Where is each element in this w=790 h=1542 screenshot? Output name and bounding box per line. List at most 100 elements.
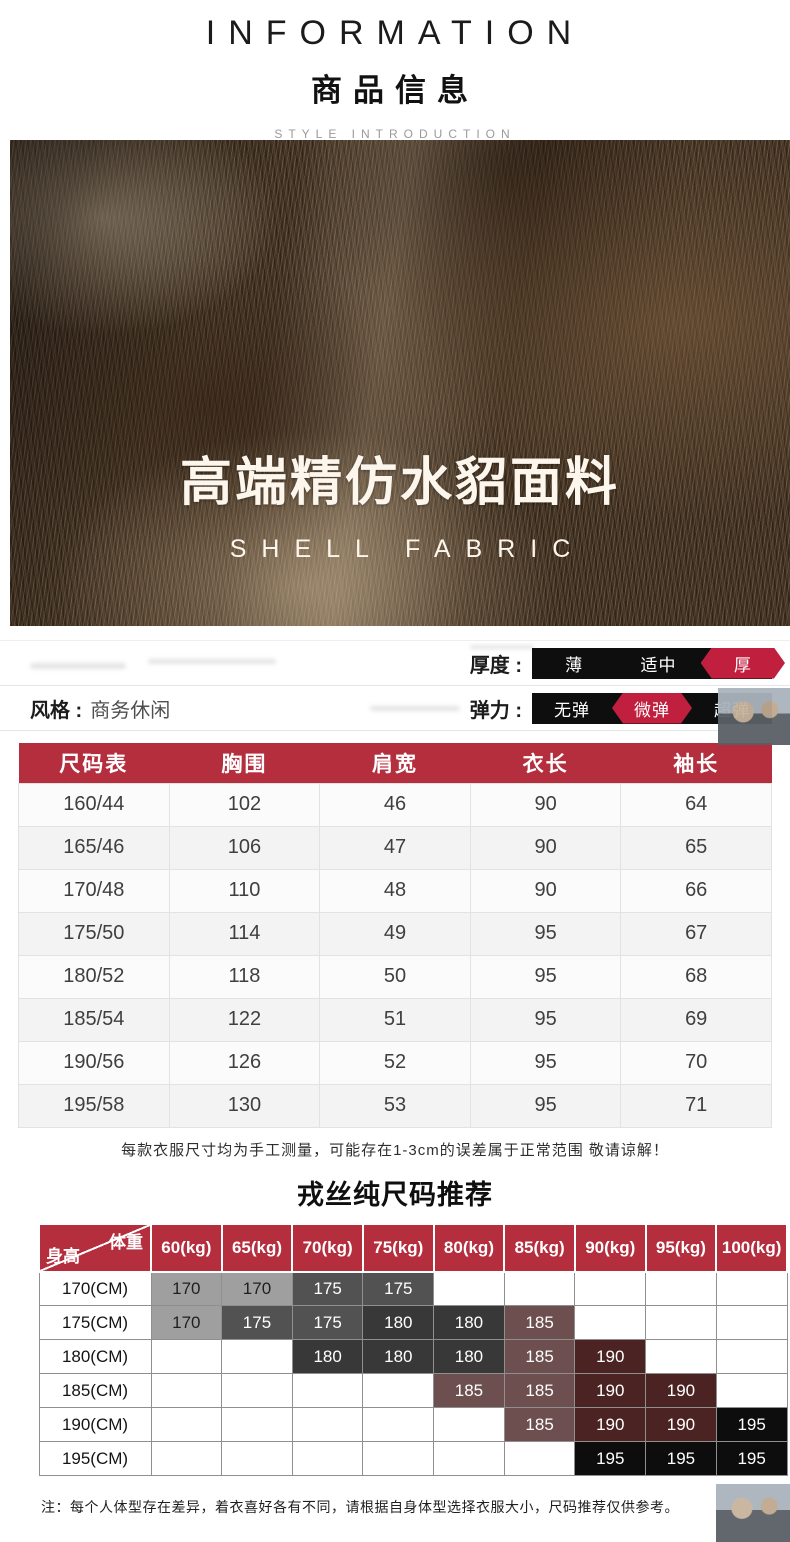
size-cell: 175/50 [18, 911, 170, 956]
size-cell: 49 [319, 911, 471, 956]
thickness-label: 厚度 : [469, 654, 522, 677]
size-cell: 69 [620, 997, 772, 1042]
matrix-size-cell: 185 [503, 1407, 576, 1442]
matrix-empty-cell [150, 1373, 223, 1408]
diagonal-divider [40, 1224, 150, 1271]
size-cell: 185/54 [18, 997, 170, 1042]
size-cell: 65 [620, 825, 772, 870]
size-cell: 90 [469, 782, 622, 827]
matrix-empty-cell [150, 1407, 223, 1442]
size-table-row: 195/58 130 53 95 71 [18, 1083, 772, 1128]
size-table-row: 175/50 114 49 95 67 [18, 911, 772, 956]
matrix-size-cell: 185 [433, 1373, 505, 1408]
photo-watermark [718, 688, 790, 745]
weight-col-header: 90(kg) [573, 1222, 647, 1273]
scale-option-厚: 厚 [701, 648, 785, 679]
matrix-size-cell: 195 [715, 1407, 788, 1442]
size-cell: 70 [620, 1040, 772, 1085]
erased-text-smudge [30, 663, 126, 669]
matrix-size-cell: 190 [574, 1373, 647, 1408]
size-chart-body: 160/44 102 46 90 64 165/46 106 47 90 65 170/48 110 4… [18, 782, 772, 1128]
weight-col-header: 80(kg) [432, 1222, 506, 1273]
height-row-label: 180(CM) [38, 1339, 152, 1374]
header-subtitle: STYLE INTRODUCTION [274, 127, 516, 141]
weight-col-header: 95(kg) [644, 1222, 718, 1273]
matrix-empty-cell [715, 1373, 788, 1408]
matrix-row: 190(CM) 185 190 190 195 [38, 1407, 788, 1442]
matrix-empty-cell [150, 1441, 223, 1476]
photo-watermark [716, 1484, 790, 1542]
matrix-empty-cell [221, 1441, 293, 1476]
size-cell: 53 [319, 1083, 471, 1128]
size-cell: 122 [168, 997, 321, 1042]
matrix-empty-cell [433, 1407, 505, 1442]
size-recommend-matrix: 体重 身高 60(kg) 65(kg) 70(kg) 75(kg) 80(kg) 85(kg)… [38, 1222, 788, 1476]
size-cell: 64 [620, 782, 772, 827]
matrix-body: 170(CM) 170 170 175 175 175(CM) 170 175 175 180 18… [38, 1271, 788, 1476]
scale-option-微弹: 微弹 [612, 693, 692, 724]
size-table-row: 185/54 122 51 95 69 [18, 997, 772, 1042]
matrix-size-cell: 190 [645, 1407, 717, 1442]
matrix-empty-cell [291, 1441, 364, 1476]
matrix-size-cell: 170 [150, 1271, 223, 1306]
size-table-row: 170/48 110 48 90 66 [18, 868, 772, 913]
erased-text-smudge [470, 645, 534, 649]
size-cell: 90 [469, 825, 622, 870]
size-cell: 170/48 [18, 868, 170, 913]
size-cell: 180/52 [18, 954, 170, 999]
size-cell: 130 [168, 1083, 321, 1128]
matrix-empty-cell [221, 1339, 293, 1374]
height-row-label: 190(CM) [38, 1407, 152, 1442]
matrix-size-cell: 180 [433, 1305, 505, 1340]
matrix-empty-cell [645, 1305, 717, 1340]
size-cell: 95 [469, 1040, 622, 1085]
fabric-subheadline: SHELL FABRIC [229, 535, 586, 563]
matrix-size-cell: 180 [362, 1305, 435, 1340]
style-value: 商务休闲 [90, 699, 171, 722]
size-cell: 195/58 [18, 1083, 170, 1128]
erased-text-smudge [370, 706, 460, 711]
size-table-row: 190/56 126 52 95 70 [18, 1040, 772, 1085]
size-chart-header: 尺码表 胸围 肩宽 衣长 袖长 [18, 743, 772, 783]
size-cell: 102 [168, 782, 321, 827]
matrix-empty-cell [715, 1271, 788, 1306]
matrix-size-cell: 195 [715, 1441, 788, 1476]
matrix-size-cell: 170 [221, 1271, 293, 1306]
matrix-empty-cell [362, 1407, 435, 1442]
matrix-size-cell: 190 [574, 1407, 647, 1442]
size-col-header: 袖长 [620, 743, 772, 783]
weight-col-header: 60(kg) [150, 1222, 223, 1273]
matrix-empty-cell [291, 1407, 364, 1442]
size-cell: 110 [168, 868, 321, 913]
matrix-size-cell: 190 [574, 1339, 647, 1374]
matrix-empty-cell [362, 1441, 435, 1476]
size-table-row: 180/52 118 50 95 68 [18, 954, 772, 999]
size-col-header: 肩宽 [319, 743, 471, 783]
matrix-empty-cell [221, 1407, 293, 1442]
matrix-corner-cell: 体重 身高 [38, 1222, 152, 1273]
fabric-hero-caption: 高端精仿水貂面料 SHELL FABRIC [10, 440, 790, 564]
size-chart-table: 尺码表 胸围 肩宽 衣长 袖长 160/44 102 46 90 64 165/46 106 47 90… [18, 743, 772, 1128]
matrix-empty-cell [291, 1373, 364, 1408]
matrix-size-cell: 195 [574, 1441, 647, 1476]
size-cell: 165/46 [18, 825, 170, 870]
size-cell: 118 [168, 954, 321, 999]
elastic-label: 弹力 : [469, 699, 522, 722]
thickness-scale-bar: 薄适中厚 [532, 647, 772, 679]
style-field: 风格 : 商务休闲 [30, 686, 460, 730]
size-cell: 47 [319, 825, 471, 870]
size-cell: 66 [620, 868, 772, 913]
size-col-header: 胸围 [169, 743, 320, 783]
size-cell: 95 [469, 911, 622, 956]
matrix-empty-cell [503, 1271, 576, 1306]
size-cell: 46 [319, 782, 471, 827]
bottom-note: 注：每个人体型存在差异，着衣喜好各有不同，请根据自身体型选择衣服大小，尺码推荐仅… [41, 1499, 679, 1515]
matrix-empty-cell [433, 1271, 505, 1306]
style-elastic-row: 风格 : 商务休闲 弹力 : 无弹微弹超弹 [0, 686, 790, 731]
matrix-row: 175(CM) 170 175 175 180 180 185 [38, 1305, 788, 1340]
height-row-label: 175(CM) [38, 1305, 152, 1340]
thickness-row: 厚度 : 薄 适中 厚 [0, 641, 790, 686]
size-cell: 50 [319, 954, 471, 999]
measurement-note: 每款衣服尺寸均为手工测量，可能存在1-3cm的误差属于正常范围 敬请谅解！ [121, 1141, 669, 1159]
size-cell: 90 [469, 868, 622, 913]
